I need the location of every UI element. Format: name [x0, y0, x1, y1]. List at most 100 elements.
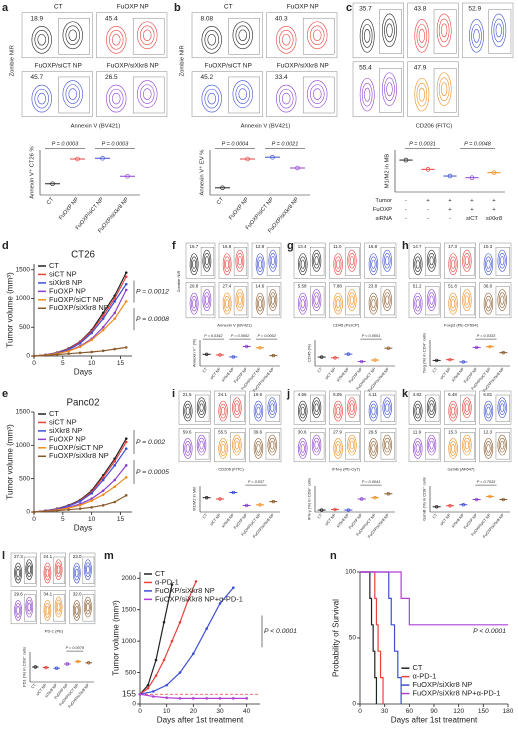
group-dot [488, 494, 492, 499]
series-point [90, 350, 93, 354]
flow-contour [370, 403, 377, 419]
flow-contour [311, 289, 322, 312]
flow-contour [491, 13, 507, 48]
flow-contour [237, 295, 242, 305]
flow-contour [267, 397, 277, 419]
flow-contour [65, 25, 80, 46]
flow-contour [232, 80, 253, 108]
flow-contour [84, 559, 92, 581]
group-dot [244, 344, 249, 349]
flow-contour [336, 259, 341, 269]
group-dot [220, 185, 225, 191]
x-tick-label: 180 [503, 708, 514, 715]
flow-contour [85, 599, 91, 615]
flow-contour [473, 29, 480, 43]
flow-contour [486, 299, 491, 309]
y-axis-label: Probability of Survival [332, 599, 341, 677]
flow-contour [202, 289, 212, 312]
flow-contour [258, 299, 263, 309]
flow-contour [298, 253, 308, 276]
flow-gate-value: 16.7 [189, 244, 198, 249]
flow-contour [255, 292, 265, 315]
flow-contour [222, 292, 232, 315]
x-tick-label: 0 [32, 516, 36, 523]
flow-gate [425, 432, 440, 460]
flow-contour [235, 249, 245, 272]
flow-gate-value: 16.8 [222, 244, 231, 249]
p-value: P = 0.0021 [272, 142, 299, 148]
flow-frame [444, 242, 476, 279]
flow-contour [298, 438, 308, 459]
flow-contour [31, 84, 52, 113]
group-dot [461, 503, 466, 507]
group-dot [295, 165, 300, 171]
flow-contour [68, 88, 78, 100]
group-dot [319, 355, 324, 359]
flow-contour [192, 259, 197, 269]
legend-label: CT [155, 569, 165, 578]
flow-contour [310, 25, 325, 46]
flow-contour [436, 72, 452, 106]
flow-x-label: Foxp3 (PE-CF594) [444, 322, 479, 327]
y-axis-label: Tumor volume (mm³) [112, 600, 121, 676]
flow-contour [413, 400, 423, 422]
group-dot [448, 504, 452, 508]
flow-contour [45, 606, 50, 615]
flow-frame [185, 242, 216, 279]
flow-contour [464, 440, 469, 450]
flow-contour [371, 259, 376, 269]
series-point [192, 697, 195, 700]
flow-contour [269, 252, 277, 269]
table-cell: + [492, 198, 496, 204]
flow-contour [235, 289, 245, 312]
series-line [139, 587, 234, 695]
flow-gate-value: 35.7 [359, 6, 372, 13]
flow-contour [415, 444, 420, 453]
flow-contour [15, 565, 21, 581]
flow-title: FuOXP/siXkr8 NP [277, 62, 329, 69]
flow-contour [311, 397, 322, 419]
flow-contour [34, 88, 49, 109]
flow-gate [58, 76, 90, 114]
flow-frame [218, 282, 249, 319]
series-point [113, 311, 117, 315]
flow-contour [348, 400, 356, 416]
x-tick-label: siCT NP [439, 367, 451, 381]
flow-contour [463, 437, 471, 453]
flow-contour [426, 434, 437, 456]
flow-x-label: Annexin V (BV421) [241, 124, 291, 130]
legend-label: siCT NP [49, 417, 77, 426]
flow-gate-value: 36.0 [483, 284, 492, 289]
flow-contour [414, 441, 422, 456]
x-tick-label: 90 [430, 708, 438, 715]
flow-contour [485, 256, 492, 272]
series-point [232, 586, 235, 590]
flow-contour [463, 400, 471, 416]
flow-contour [62, 80, 83, 108]
group-dot [386, 346, 391, 350]
flow-frame [69, 552, 96, 587]
flow-gate-value: 21.5 [183, 392, 192, 397]
series-point [55, 353, 59, 356]
flow-gate [233, 247, 248, 276]
flow-gate [380, 247, 395, 276]
flow-frame [40, 552, 66, 587]
group-dot [346, 508, 351, 512]
flow-contour [414, 256, 422, 272]
flow-contour [235, 25, 250, 46]
flow-contour [497, 397, 507, 419]
flow-contour [279, 88, 294, 109]
panel-letter: b [174, 2, 181, 14]
flow-contour [235, 84, 250, 104]
series-point [101, 478, 105, 482]
series-point [78, 507, 82, 510]
series-point [124, 476, 128, 479]
y-tick-label: 100 [345, 569, 356, 576]
flow-contour [189, 253, 199, 276]
flow-gate-value: 7.88 [333, 284, 342, 289]
flow-contour [370, 295, 377, 312]
flow-contour [451, 444, 456, 453]
flow-gate [200, 247, 215, 276]
table-cell: + [448, 198, 452, 204]
flow-contour [55, 562, 62, 578]
